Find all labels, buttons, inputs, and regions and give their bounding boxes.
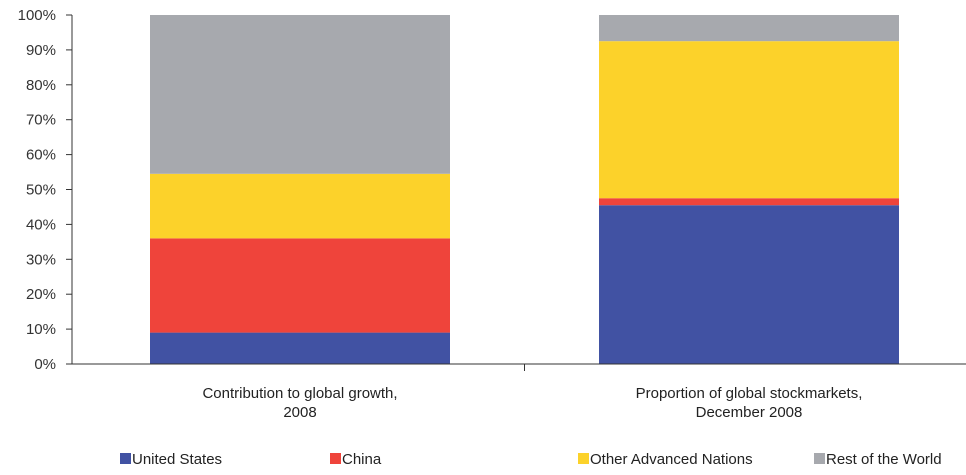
y-tick-label: 100%: [18, 7, 56, 24]
x-category-label: Contribution to global growth, 2008: [202, 385, 397, 421]
legend-swatch-rest-of-the-world: [814, 453, 825, 464]
legend-label-china: China: [342, 451, 382, 468]
x-axis: Contribution to global growth, 2008 Propor…: [72, 363, 966, 421]
bar-segment-other-advanced-nations: [150, 173, 450, 239]
y-tick-label: 90%: [26, 42, 56, 59]
legend-label-rest-of-the-world: Rest of the World: [826, 451, 942, 468]
legend-label-united-states: United States: [132, 451, 222, 468]
bar-segment-rest-of-the-world: [599, 15, 899, 42]
bar-segment-china: [150, 238, 450, 333]
y-tick-label: 80%: [26, 77, 56, 94]
y-tick-label: 50%: [26, 182, 56, 199]
y-tick-label: 0%: [34, 356, 56, 373]
legend-swatch-united-states: [120, 453, 131, 464]
bar-segment-united-states: [599, 205, 899, 364]
bar-segment-united-states: [150, 332, 450, 364]
y-tick-label: 20%: [26, 286, 56, 303]
y-tick-label: 60%: [26, 147, 56, 164]
bar-segment-china: [599, 198, 899, 206]
bar-segment-rest-of-the-world: [150, 15, 450, 174]
legend-swatch-china: [330, 453, 341, 464]
y-tick-label: 40%: [26, 216, 56, 233]
legend-swatch-other-advanced-nations: [578, 453, 589, 464]
legend: United States China Other Advanced Nations…: [120, 451, 942, 468]
y-tick-label: 70%: [26, 112, 56, 129]
bar-segment-other-advanced-nations: [599, 41, 899, 199]
bars: [150, 15, 899, 364]
y-tick-label: 30%: [26, 251, 56, 268]
y-axis: 0% 10% 20% 30% 40% 50% 60% 70% 80% 90% 100%: [18, 7, 73, 373]
y-tick-label: 10%: [26, 321, 56, 338]
legend-label-other-advanced-nations: Other Advanced Nations: [590, 451, 753, 468]
x-category-label: Proportion of global stockmarkets, Decemb…: [636, 385, 863, 421]
